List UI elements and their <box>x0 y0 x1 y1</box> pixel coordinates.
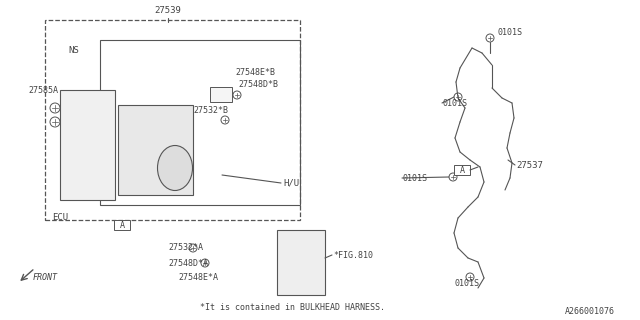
Circle shape <box>50 103 60 113</box>
Text: FRONT: FRONT <box>33 274 58 283</box>
Text: 0101S: 0101S <box>454 278 479 287</box>
Bar <box>454 165 470 175</box>
Circle shape <box>449 173 457 181</box>
Text: 27539: 27539 <box>155 5 181 14</box>
Text: A: A <box>120 220 125 229</box>
Circle shape <box>466 273 474 281</box>
Circle shape <box>201 259 209 267</box>
Ellipse shape <box>157 146 193 190</box>
Bar <box>210 87 232 102</box>
Text: A: A <box>460 165 465 174</box>
Text: NS: NS <box>68 45 79 54</box>
Text: 0101S: 0101S <box>497 28 522 36</box>
Text: 27548D*B: 27548D*B <box>238 79 278 89</box>
Text: A266001076: A266001076 <box>565 308 615 316</box>
Text: 27532*A: 27532*A <box>168 244 203 252</box>
Circle shape <box>50 117 60 127</box>
Text: *It is contained in BULKHEAD HARNESS.: *It is contained in BULKHEAD HARNESS. <box>200 302 385 311</box>
Text: 27585A: 27585A <box>28 85 58 94</box>
Bar <box>60 90 115 200</box>
Text: *FIG.810: *FIG.810 <box>333 251 373 260</box>
Bar <box>118 105 193 195</box>
Bar <box>277 230 325 295</box>
Circle shape <box>454 93 462 101</box>
Text: 0101S: 0101S <box>442 99 467 108</box>
Bar <box>45 20 300 220</box>
Circle shape <box>233 91 241 99</box>
Circle shape <box>486 34 494 42</box>
Bar <box>114 220 130 230</box>
Bar <box>100 40 300 205</box>
Text: 27537: 27537 <box>516 161 543 170</box>
Text: 27548E*B: 27548E*B <box>235 68 275 76</box>
Text: 27532*B: 27532*B <box>193 106 228 115</box>
Text: H/U: H/U <box>283 179 299 188</box>
Text: 0101S: 0101S <box>402 173 427 182</box>
Text: 27548D*A: 27548D*A <box>168 259 208 268</box>
Circle shape <box>221 116 229 124</box>
Circle shape <box>189 244 197 252</box>
Text: ECU: ECU <box>52 213 68 222</box>
Text: 27548E*A: 27548E*A <box>178 273 218 282</box>
